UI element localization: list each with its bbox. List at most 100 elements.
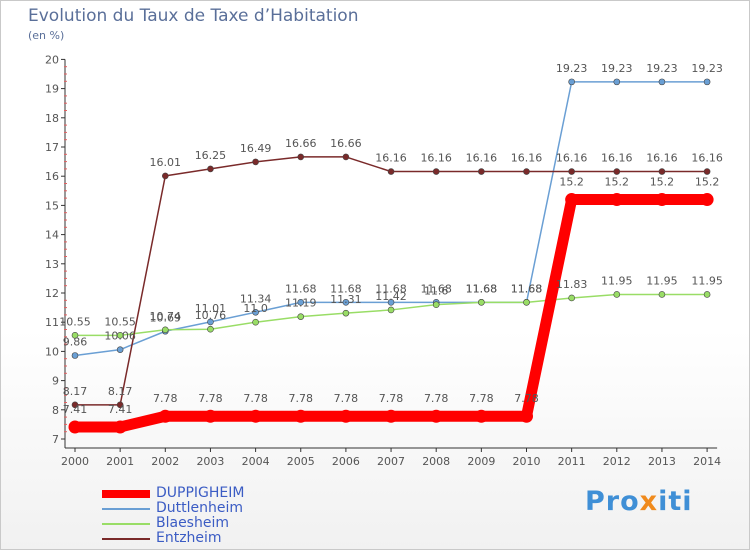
data-label: 11.68 [420,282,452,295]
data-point [658,168,666,175]
data-point [568,294,575,302]
data-label: 16.16 [556,152,588,165]
data-label: 16.16 [466,152,498,165]
data-label: 11.68 [466,282,498,295]
data-point [565,193,579,207]
legend-label: Entzheim [156,530,222,546]
data-point [342,309,350,317]
data-label: 11.19 [285,297,317,310]
logo-part: Pro [585,486,640,517]
data-label: 16.01 [150,156,182,169]
legend-label: Blaesheim [156,515,229,531]
x-tick-label: 2011 [558,455,586,468]
data-label: 16.16 [646,152,678,165]
data-label: 16.66 [285,137,317,150]
data-label: 7.78 [379,392,404,405]
data-label: 16.25 [195,149,227,162]
x-tick-label: 2007 [377,455,405,468]
data-label: 8.17 [63,385,88,398]
data-point [68,420,82,434]
data-label: 19.23 [691,62,723,75]
data-label: 11.6 [424,285,449,298]
data-point [297,299,305,306]
x-tick-label: 2002 [151,455,179,468]
data-label: 7.78 [243,392,268,405]
data-label: 11.01 [195,302,227,315]
x-tick-label: 2003 [196,455,224,468]
data-point [71,401,79,409]
y-tick-label: 10 [45,345,59,358]
data-point [342,153,350,161]
data-point [613,168,621,175]
legend-swatch [102,538,150,540]
data-label: 16.16 [601,152,633,165]
data-label: 7.78 [424,392,449,405]
data-point [613,291,621,298]
data-point [207,325,214,333]
x-tick-label: 2012 [603,455,631,468]
legend-swatch [102,490,150,498]
data-label: 11.34 [240,292,272,305]
data-point [610,193,624,207]
chart-title: Evolution du Taux de Taxe d’Habitation [28,6,359,26]
data-label: 11.95 [691,274,723,287]
data-point [71,352,79,359]
legend-swatch [102,523,150,525]
proxiti-logo: Proxiti [585,486,693,517]
data-point [116,401,124,409]
data-label: 10.74 [150,310,182,323]
y-tick-label: 9 [52,375,59,388]
x-tick-label: 2010 [513,455,541,468]
y-tick-label: 18 [45,112,59,125]
data-point [113,420,127,434]
data-label: 19.23 [556,62,588,75]
data-label: 11.68 [511,282,543,295]
data-point [297,313,305,320]
x-tick-label: 2006 [332,455,360,468]
data-point [116,332,124,339]
data-label: 15.2 [559,176,584,189]
logo-part: x [639,486,659,517]
y-tick-label: 16 [45,170,59,183]
y-tick-label: 8 [52,404,59,417]
data-label: 16.16 [420,152,452,165]
data-label: 7.78 [334,392,359,405]
data-point [658,291,666,298]
data-label: 10.76 [195,309,227,322]
data-point [342,299,350,306]
data-point [116,346,124,353]
data-label: 11.83 [556,278,588,291]
data-point [474,409,488,423]
x-tick-label: 2008 [422,455,450,468]
data-label: 16.16 [511,152,543,165]
data-label: 15.2 [605,176,630,189]
data-point [384,409,398,423]
data-point [252,318,259,326]
x-tick-label: 2014 [693,455,721,468]
data-point [162,326,169,334]
data-label: 7.78 [514,392,539,405]
x-tick-label: 2009 [467,455,495,468]
data-label: 16.16 [691,152,723,165]
legend-label: DUPPIGHEIM [156,485,245,501]
data-point [252,158,259,166]
data-point [207,165,214,173]
data-point [429,409,443,423]
data-point [339,409,353,423]
data-point [158,409,172,423]
x-tick-label: 2005 [287,455,315,468]
data-label: 7.78 [153,392,178,405]
chart-subtitle: (en %) [28,29,65,42]
legend-label: Duttlenheim [156,500,244,516]
data-point [568,78,575,86]
x-tick-label: 2001 [106,455,134,468]
data-point [613,78,621,86]
data-point [249,409,263,423]
data-point [568,168,575,175]
data-point [387,299,395,306]
data-point [658,78,666,86]
y-tick-label: 15 [45,199,59,212]
data-label: 7.78 [198,392,223,405]
data-label: 19.23 [646,62,678,75]
